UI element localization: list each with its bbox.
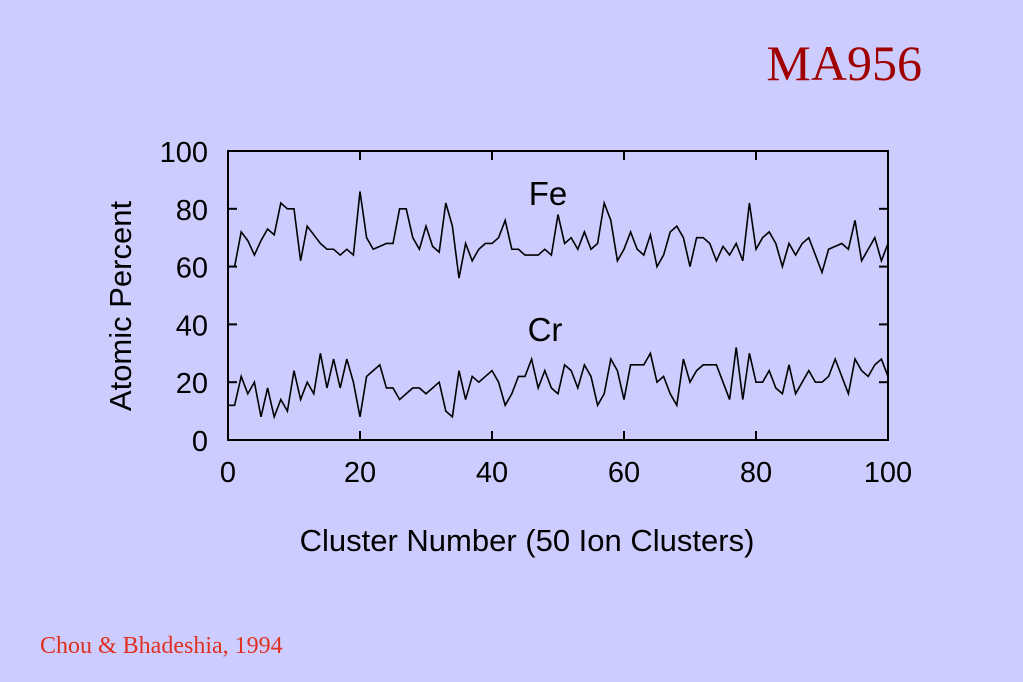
x-tick-label: 60 xyxy=(608,457,640,489)
series-label: Fe xyxy=(529,175,568,212)
y-tick-label: 20 xyxy=(176,368,208,400)
x-tick-label: 0 xyxy=(220,457,236,489)
chart-title: MA956 xyxy=(766,35,922,91)
series-line xyxy=(228,347,889,420)
y-tick-label: 80 xyxy=(176,195,208,227)
series-label: Cr xyxy=(528,311,563,348)
y-tick-label: 0 xyxy=(192,426,208,458)
x-tick-label: 100 xyxy=(864,457,912,489)
source: Chou & Bhadeshia, 1994 xyxy=(40,633,283,659)
y-axis-label: Atomic Percent xyxy=(103,201,138,412)
y-tick-label: 60 xyxy=(176,253,208,285)
series-line xyxy=(228,191,889,279)
x-tick-label: 80 xyxy=(740,457,772,489)
y-tick-label: 40 xyxy=(176,310,208,342)
x-tick-label: 20 xyxy=(344,457,376,489)
plot-frame xyxy=(227,150,889,441)
x-axis-label: Cluster Number (50 Ion Clusters) xyxy=(300,523,755,558)
x-tick-label: 40 xyxy=(476,457,508,489)
y-tick-label: 100 xyxy=(160,137,208,169)
